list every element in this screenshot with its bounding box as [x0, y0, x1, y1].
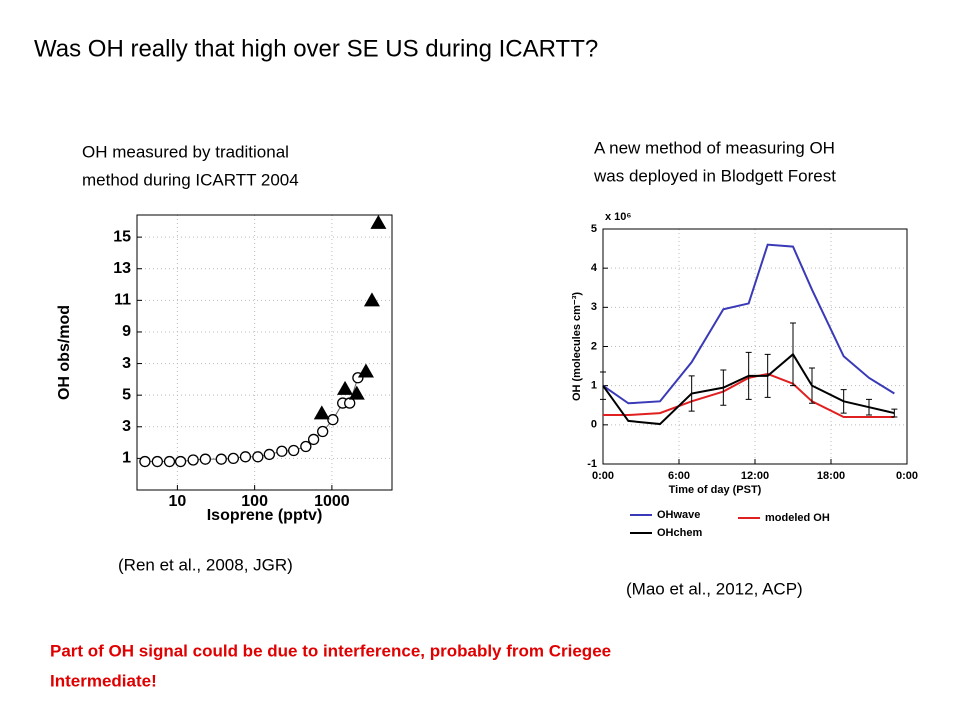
note: Part of OH signal could be due to interf…	[50, 641, 611, 660]
legend-label: OHchem	[657, 527, 702, 539]
circle-point	[288, 444, 300, 457]
caption: was deployed in Blodgett Forest	[593, 166, 836, 185]
x-axis-label: Time of day (PST)	[669, 484, 762, 496]
circle-point	[239, 451, 252, 463]
x-tick-label: 0:00	[592, 470, 614, 482]
y-tick-label: 3	[591, 301, 597, 313]
y-tick-label: -1	[587, 458, 597, 470]
x-tick-label: 1000	[314, 493, 350, 510]
circle-point	[327, 414, 339, 426]
error-bar	[840, 389, 847, 414]
error-bar	[764, 353, 771, 398]
circle-point	[252, 451, 264, 463]
y-tick-label: 1	[122, 450, 131, 467]
triangle-point	[370, 214, 387, 229]
legend-label: modeled OH	[765, 512, 830, 524]
x-tick-label: 10	[168, 493, 186, 510]
triangle-point	[357, 363, 374, 378]
slide-title: Was OH really that high over SE US durin…	[34, 35, 598, 62]
triangle-point	[363, 292, 380, 307]
circle-point	[151, 455, 163, 468]
y-tick-label: 0	[591, 419, 597, 431]
circle-point	[163, 455, 176, 468]
error-bar	[790, 322, 796, 387]
error-bar	[891, 408, 898, 418]
x-tick-label: 6:00	[668, 470, 690, 482]
circle-point	[276, 445, 288, 457]
plot-frame	[602, 228, 908, 465]
y-tick-label: 15	[113, 228, 131, 245]
circle-point	[307, 433, 320, 446]
triangle-point	[337, 380, 354, 395]
circle-point	[300, 440, 312, 453]
x-tick-label: 0:00	[896, 470, 918, 482]
y-tick-label: 2	[591, 340, 597, 352]
circle-point	[139, 455, 151, 468]
circle-point	[199, 453, 211, 465]
circle-point	[317, 425, 329, 438]
y-multiplier: x 10⁶	[605, 211, 631, 223]
circle-point	[187, 454, 199, 466]
error-bar	[688, 375, 695, 412]
circle-point	[215, 453, 227, 465]
caption: OH measured by traditional	[82, 142, 289, 161]
y-tick-label: 5	[122, 386, 131, 403]
x-axis-label: Isoprene (pptv)	[207, 507, 323, 524]
citation: (Mao et al., 2012, ACP)	[626, 579, 803, 598]
triangle-point	[348, 385, 365, 400]
error-bar	[600, 371, 606, 400]
y-tick-label: 5	[591, 223, 597, 235]
caption: method during ICARTT 2004	[82, 170, 299, 189]
y-tick-label: 13	[113, 260, 131, 277]
series-line	[602, 352, 895, 426]
series-line	[602, 243, 895, 405]
y-tick-label: 9	[122, 323, 131, 340]
y-axis-label: OH (molecules cm⁻³)	[571, 292, 583, 401]
error-bar	[809, 367, 815, 404]
error-bar	[720, 369, 727, 406]
y-tick-label: 4	[591, 262, 598, 274]
circle-point	[174, 455, 187, 468]
plot-frame	[136, 214, 393, 491]
y-tick-label: 3	[122, 355, 131, 372]
error-bar	[745, 351, 752, 400]
legend-label: OHwave	[657, 509, 700, 521]
citation: (Ren et al., 2008, JGR)	[118, 555, 293, 574]
circle-point	[263, 448, 275, 461]
note: Intermediate!	[50, 671, 157, 690]
caption: A new method of measuring OH	[594, 138, 835, 157]
circle-point	[227, 452, 239, 465]
y-tick-label: 1	[591, 380, 597, 392]
y-axis-label: OH obs/mod	[56, 305, 73, 400]
y-tick-label: 11	[114, 292, 131, 309]
x-tick-label: 12:00	[741, 470, 769, 482]
x-tick-label: 18:00	[817, 470, 845, 482]
connector-line	[144, 377, 359, 463]
error-bar	[866, 398, 872, 416]
triangle-point	[313, 405, 330, 420]
x-tick-label: 100	[241, 493, 268, 510]
y-tick-label: 3	[122, 418, 131, 435]
